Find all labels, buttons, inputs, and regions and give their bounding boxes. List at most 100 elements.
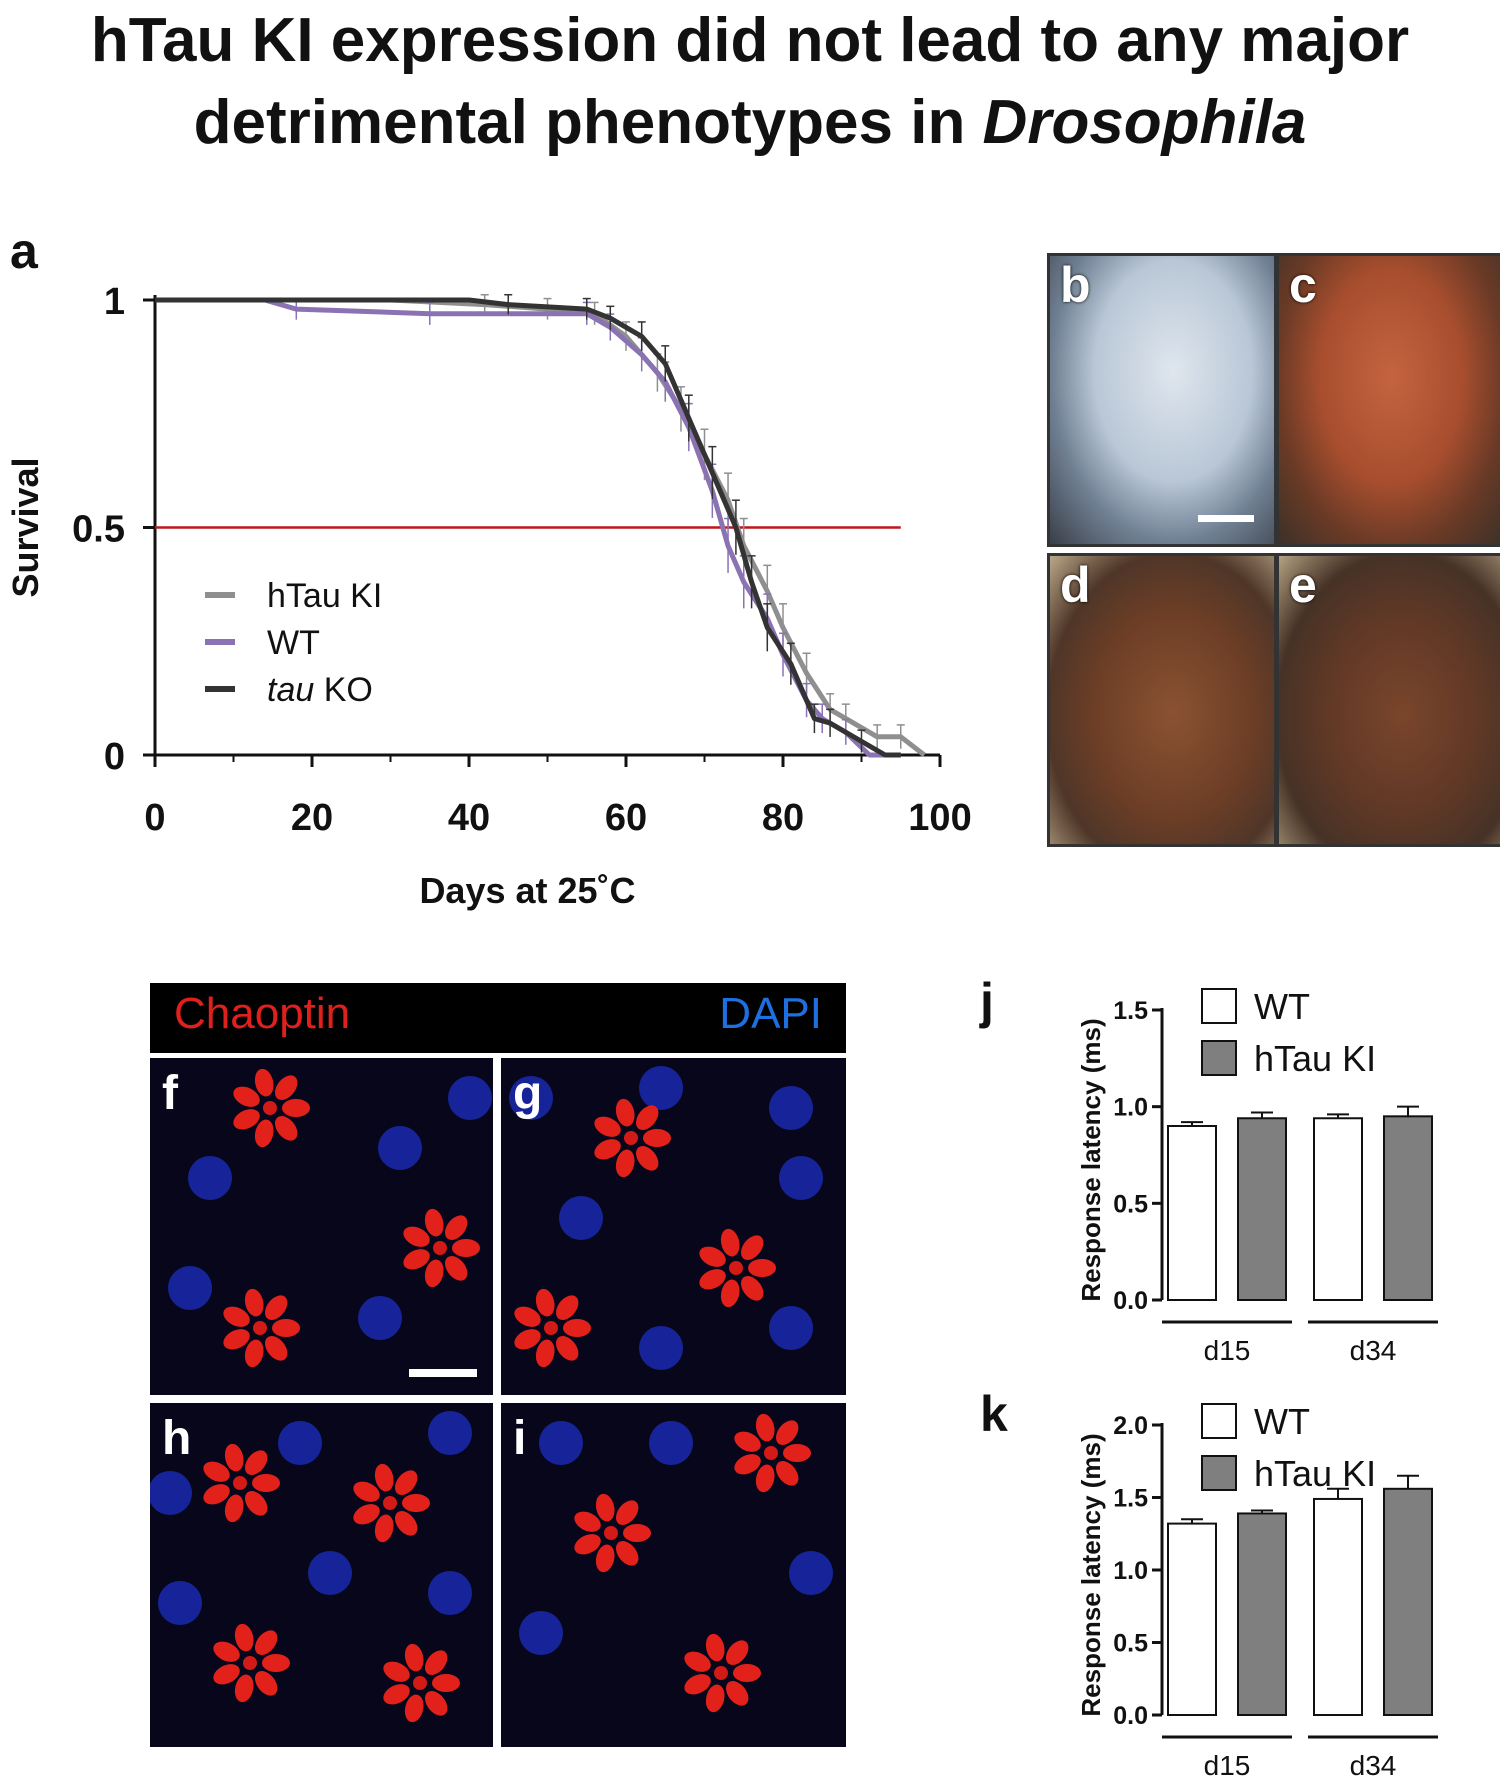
legend-swatch bbox=[1201, 1403, 1237, 1439]
bar bbox=[1237, 1512, 1287, 1716]
rhabdomere bbox=[203, 1484, 230, 1505]
rhabdomere bbox=[233, 1476, 247, 1490]
bar bbox=[1237, 1117, 1287, 1301]
fluorescence-image bbox=[519, 1413, 833, 1713]
rhabdomere bbox=[514, 1306, 541, 1327]
rhabdomere bbox=[594, 1116, 621, 1137]
legend-entry: hTau KI bbox=[1254, 1038, 1376, 1079]
rhabdomere bbox=[432, 1674, 460, 1692]
eye-panel-b: b bbox=[1047, 253, 1277, 547]
rhabdomere bbox=[223, 1329, 250, 1350]
rhabdomere bbox=[413, 1676, 427, 1690]
y-tick-label: 0 bbox=[104, 736, 125, 778]
rhabdomere bbox=[444, 1256, 468, 1281]
rhabdomere bbox=[282, 1099, 310, 1117]
rhabdomere bbox=[353, 1481, 380, 1502]
rhabdomere bbox=[234, 1623, 254, 1652]
rhabdomere bbox=[705, 1684, 725, 1713]
legend-swatch bbox=[1201, 1455, 1237, 1491]
y-tick-label: 0.5 bbox=[72, 509, 125, 551]
rhabdomere bbox=[254, 1630, 278, 1655]
dapi-nucleus bbox=[769, 1306, 813, 1350]
title-line-2: detrimental phenotypes in Drosophila bbox=[0, 82, 1500, 164]
rhabdomere bbox=[424, 1691, 448, 1716]
rhabdomere bbox=[755, 1413, 775, 1442]
photoreceptor-cluster bbox=[594, 1098, 671, 1178]
rhabdomere bbox=[244, 1288, 264, 1317]
title-line-2-prefix: detrimental phenotypes in bbox=[193, 88, 983, 157]
rhabdomere bbox=[252, 1474, 280, 1492]
photoreceptor-cluster bbox=[699, 1228, 776, 1308]
y-tick-label: 0.5 bbox=[1113, 1630, 1148, 1658]
fluorescence-panel-f: f bbox=[150, 1058, 493, 1395]
rhabdomere bbox=[615, 1098, 635, 1127]
photoreceptor-cluster bbox=[403, 1208, 480, 1288]
legend-entry: WT bbox=[267, 624, 320, 662]
legend-entry: WT bbox=[1254, 986, 1310, 1027]
panel-j-letter: j bbox=[980, 973, 994, 1029]
rhabdomere bbox=[264, 1295, 288, 1320]
rhabdomere bbox=[748, 1259, 776, 1277]
rhabdomere bbox=[740, 1276, 764, 1301]
rhabdomere bbox=[729, 1261, 743, 1275]
fluorescence-panel-h: h bbox=[150, 1403, 493, 1747]
rhabdomere bbox=[714, 1666, 728, 1680]
dapi-nucleus bbox=[639, 1326, 683, 1370]
x-axis-label: Days at 25˚C bbox=[419, 870, 635, 911]
dapi-nucleus bbox=[448, 1076, 492, 1120]
legend-swatch bbox=[1201, 1040, 1237, 1076]
dapi-nucleus bbox=[639, 1066, 683, 1110]
scale-bar bbox=[1198, 515, 1254, 522]
category-label: d34 bbox=[1350, 1335, 1397, 1366]
rhabdomere bbox=[234, 1674, 254, 1703]
eye-panel-e: e bbox=[1276, 553, 1500, 847]
rhabdomere bbox=[444, 1215, 468, 1240]
rhabdomere bbox=[635, 1105, 659, 1130]
x-tick-label: 0 bbox=[144, 797, 165, 839]
fluorescence-image bbox=[509, 1066, 823, 1370]
rhabdomere bbox=[254, 1671, 278, 1696]
rhabdomere bbox=[615, 1500, 639, 1525]
fluorescence-panel-i-letter: i bbox=[513, 1412, 527, 1465]
dapi-nucleus bbox=[428, 1411, 472, 1455]
photoreceptor-cluster bbox=[383, 1643, 460, 1723]
rhabdomere bbox=[233, 1109, 260, 1130]
rhabdomere bbox=[374, 1514, 394, 1543]
rhabdomere bbox=[699, 1269, 726, 1290]
rhabdomere bbox=[775, 1420, 799, 1445]
x-tick-label: 80 bbox=[762, 797, 804, 839]
figure-title: hTau KI expression did not lead to any m… bbox=[0, 0, 1500, 164]
photoreceptor-cluster bbox=[353, 1463, 430, 1543]
y-tick-label: 2.0 bbox=[1113, 1412, 1148, 1440]
eye-panel-b-letter: b bbox=[1060, 257, 1091, 313]
rhabdomere bbox=[535, 1288, 555, 1317]
rhabdomere bbox=[233, 1086, 260, 1107]
fluorescence-panel-f-letter: f bbox=[162, 1067, 178, 1120]
rhabdomere bbox=[725, 1681, 749, 1706]
photoreceptor-cluster bbox=[233, 1068, 310, 1148]
rhabdomere bbox=[624, 1131, 638, 1145]
y-axis-label: Response latency (ms) bbox=[1076, 1018, 1106, 1301]
rhabdomere bbox=[740, 1235, 764, 1260]
rhabdomere bbox=[555, 1336, 579, 1361]
dapi-nucleus bbox=[278, 1421, 322, 1465]
rhabdomere bbox=[244, 1339, 264, 1368]
panel-a-letter: a bbox=[10, 223, 38, 279]
rhabdomere bbox=[733, 1664, 761, 1682]
bar bbox=[1167, 1522, 1217, 1716]
bar bbox=[1313, 1497, 1363, 1716]
category-label: d15 bbox=[1204, 1335, 1251, 1366]
fluorescence-panel-g-letter: g bbox=[513, 1067, 543, 1120]
rhabdomere bbox=[574, 1511, 601, 1532]
dapi-nucleus bbox=[769, 1086, 813, 1130]
eye-panel-c-letter: c bbox=[1289, 257, 1317, 313]
photoreceptor-cluster bbox=[734, 1413, 811, 1493]
eye-panel-e-letter: e bbox=[1289, 557, 1317, 613]
photoreceptor-cluster bbox=[223, 1288, 300, 1368]
y-tick-label: 1 bbox=[104, 281, 125, 323]
bar bbox=[1383, 1115, 1433, 1301]
rhabdomere bbox=[594, 1139, 621, 1160]
rhabdomere bbox=[635, 1146, 659, 1171]
rhabdomere bbox=[263, 1101, 277, 1115]
rhabdomere bbox=[383, 1496, 397, 1510]
